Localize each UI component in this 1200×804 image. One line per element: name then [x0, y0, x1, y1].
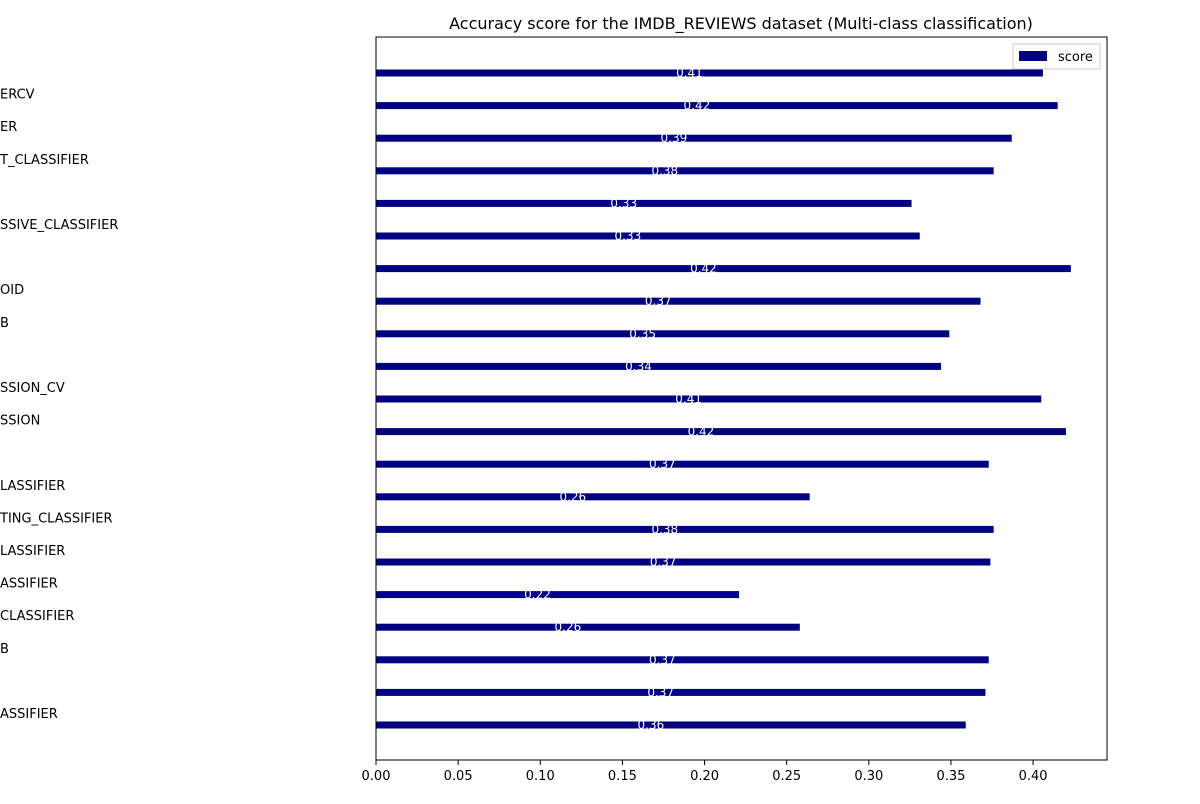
category-label: LASSIFIER	[0, 544, 65, 559]
bar	[376, 591, 740, 599]
bar	[376, 721, 966, 729]
category-label: TING_CLASSIFIER	[0, 511, 112, 526]
x-tick-label: 0.15	[608, 769, 637, 784]
bar	[376, 102, 1058, 110]
bar-value-label: 0.26	[559, 490, 586, 504]
bar-value-label: 0.37	[647, 685, 674, 699]
bar	[376, 558, 991, 566]
bar-value-label: 0.35	[629, 327, 656, 341]
x-tick-label: 0.05	[444, 769, 473, 784]
legend-label: score	[1058, 50, 1093, 65]
category-label: SSION_CV	[0, 381, 65, 396]
x-tick-label: 0.20	[690, 769, 719, 784]
x-tick-label: 0.25	[772, 769, 801, 784]
bar-value-label: 0.22	[524, 588, 551, 602]
category-label: ERCV	[0, 88, 35, 103]
bar	[376, 623, 800, 631]
category-label: SSIVE_CLASSIFIER	[0, 218, 118, 233]
category-label: OID	[0, 283, 24, 298]
bar-value-label: 0.37	[645, 294, 672, 308]
bar-value-label: 0.42	[688, 425, 715, 439]
bar	[376, 362, 942, 370]
bar-value-label: 0.37	[649, 457, 676, 471]
bar	[376, 69, 1043, 77]
bar-value-label: 0.37	[650, 555, 677, 569]
bar-value-label: 0.34	[625, 359, 652, 373]
bar	[376, 656, 989, 664]
bar	[376, 688, 986, 696]
x-tick-label: 0.00	[362, 769, 391, 784]
category-label: B	[0, 316, 9, 331]
bar-value-label: 0.42	[684, 99, 711, 113]
bar	[376, 493, 810, 501]
bar	[376, 232, 920, 240]
category-label: ASSIFIER	[0, 577, 58, 592]
bar-value-label: 0.38	[651, 522, 678, 536]
x-tick-label: 0.35	[936, 769, 965, 784]
bar	[376, 297, 981, 305]
bar	[376, 199, 912, 207]
bar-value-label: 0.26	[555, 620, 582, 634]
bar	[376, 428, 1066, 436]
bar	[376, 134, 1012, 142]
category-label: T_CLASSIFIER	[0, 153, 89, 168]
bar	[376, 167, 994, 175]
x-tick-label: 0.10	[526, 769, 555, 784]
bar	[376, 525, 994, 533]
axes-frame	[375, 36, 1108, 761]
bar-value-label: 0.33	[610, 196, 637, 210]
bar-value-label: 0.36	[638, 718, 665, 732]
bar-value-label: 0.41	[675, 392, 702, 406]
category-label: B	[0, 642, 9, 657]
x-tick-label: 0.30	[854, 769, 883, 784]
bar	[376, 460, 989, 468]
legend-swatch	[1019, 51, 1047, 61]
bar-value-label: 0.41	[676, 66, 703, 80]
category-label: CLASSIFIER	[0, 609, 74, 624]
category-label: ASSIFIER	[0, 707, 58, 722]
bar	[376, 265, 1071, 273]
category-label: ER	[0, 120, 17, 135]
bar-value-label: 0.39	[661, 131, 688, 145]
category-label: SSION	[0, 414, 40, 429]
bar	[376, 395, 1042, 403]
bar-value-label: 0.38	[651, 164, 678, 178]
bar-value-label: 0.42	[690, 262, 717, 276]
category-label: LASSIFIER	[0, 479, 65, 494]
bar-value-label: 0.37	[649, 653, 676, 667]
x-tick-label: 0.40	[1019, 769, 1048, 784]
plot-area: 0.41 0.42 ERCV 0.39 ER 0.38 T_CLASSIFIER 0.33 0.…	[0, 36, 1108, 784]
bar-value-label: 0.33	[615, 229, 642, 243]
chart-title: Accuracy score for the IMDB_REVIEWS data…	[449, 14, 1033, 34]
bar	[376, 330, 950, 338]
legend: score	[1012, 43, 1101, 70]
